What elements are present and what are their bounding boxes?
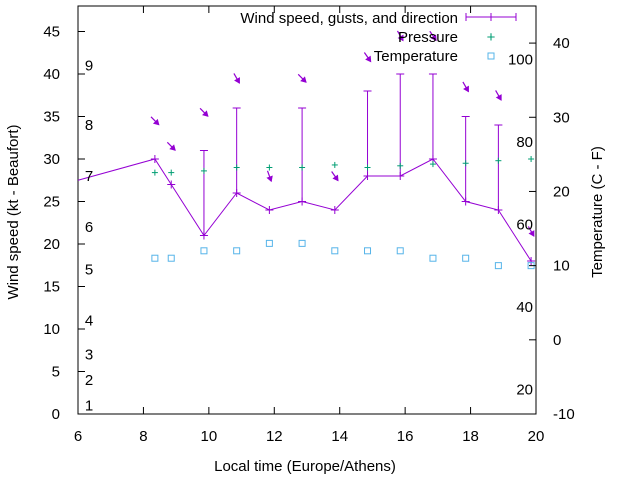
beaufort-label-6: 7 — [85, 168, 93, 185]
x-tick-label-6: 18 — [462, 428, 479, 445]
x-tick-label-3: 12 — [266, 428, 283, 445]
y-left-tick-label-1: 5 — [52, 364, 60, 381]
beaufort-label-2: 3 — [85, 347, 93, 364]
y-right-axis-title: Temperature (C - F) — [589, 146, 606, 278]
temperature-point-1 — [167, 254, 175, 262]
wind-direction-arrowhead-10 — [463, 85, 469, 93]
fahrenheit-label-0: 20 — [516, 381, 533, 398]
beaufort-label-0: 1 — [85, 398, 93, 415]
wind-direction-arrowhead-6 — [332, 174, 339, 182]
temperature-point-5 — [298, 239, 306, 247]
temperature-point-6 — [331, 247, 339, 255]
temperature-point-7 — [364, 247, 372, 255]
y-left-tick-label-0: 0 — [52, 406, 60, 423]
y-left-axis-title: Wind speed (kt - Beaufort) — [5, 124, 22, 299]
pressure-point-0 — [151, 169, 158, 176]
temperature-point-0 — [151, 254, 159, 262]
pressure-point-4 — [266, 164, 273, 171]
y-left-tick-label-2: 10 — [43, 321, 60, 338]
wind-direction-arrowhead-2 — [202, 110, 209, 117]
y-right-tick-label-0: -10 — [553, 406, 575, 423]
pressure-point-6 — [331, 161, 338, 168]
temperature-point-4 — [265, 239, 273, 247]
pressure-point-5 — [299, 164, 306, 171]
x-tick-label-2: 10 — [201, 428, 218, 445]
y-right-tick-label-5: 40 — [553, 35, 570, 52]
y-right-tick-label-3: 20 — [553, 183, 570, 200]
legend: Wind speed, gusts, and direction Pressur… — [240, 10, 517, 65]
y-left-tick-label-7: 35 — [43, 109, 60, 126]
beaufort-label-5: 6 — [85, 219, 93, 236]
pressure-point-2 — [200, 167, 207, 174]
y-left-tick-label-9: 45 — [43, 24, 60, 41]
pressure-point-3 — [233, 164, 240, 171]
y-left-tick-label-4: 20 — [43, 236, 60, 253]
wind-speed-line — [77, 158, 532, 262]
beaufort-label-7: 8 — [85, 117, 93, 134]
y-left-tick-label-3: 15 — [43, 279, 60, 296]
pressure-point-8 — [397, 162, 404, 169]
pressure-point-12 — [528, 156, 535, 162]
pressure-point-1 — [168, 169, 175, 176]
temperature-point-3 — [233, 247, 241, 255]
pressure-point-10 — [462, 160, 469, 167]
wind-direction-arrowhead-3 — [234, 77, 240, 84]
beaufort-label-1: 2 — [85, 372, 93, 389]
legend-label-wind: Wind speed, gusts, and direction — [240, 10, 458, 27]
x-tick-label-0: 6 — [74, 428, 82, 445]
beaufort-label-3: 4 — [85, 313, 93, 330]
fahrenheit-label-1: 40 — [516, 299, 533, 316]
x-tick-label-5: 16 — [397, 428, 414, 445]
wind-direction-arrowhead-12 — [528, 230, 535, 237]
temperature-point-9 — [429, 254, 437, 262]
y-left-tick-label-6: 30 — [43, 151, 60, 168]
pressure-point-9 — [429, 161, 436, 168]
x-tick-label-7: 20 — [528, 428, 545, 445]
wind-direction-arrowhead-0 — [152, 118, 160, 126]
legend-label-temperature: Temperature — [374, 48, 458, 65]
wind-direction-arrowhead-1 — [169, 144, 176, 151]
fahrenheit-label-3: 80 — [516, 134, 533, 151]
beaufort-label-4: 5 — [85, 262, 93, 279]
legend-sample-temperature — [487, 52, 495, 60]
plot-frame — [77, 5, 537, 415]
temperature-point-11 — [494, 262, 502, 270]
fahrenheit-label-4: 100 — [508, 52, 533, 69]
x-tick-label-4: 14 — [331, 428, 348, 445]
marks-layer — [77, 30, 536, 270]
x-axis-title: Local time (Europe/Athens) — [214, 458, 396, 475]
y-right-tick-label-1: 0 — [553, 332, 561, 349]
wind-direction-arrowhead-7 — [365, 55, 372, 63]
wind-direction-arrowhead-4 — [266, 175, 273, 183]
x-tick-label-1: 8 — [139, 428, 147, 445]
y-right-tick-label-2: 10 — [553, 258, 570, 275]
pressure-point-7 — [364, 164, 371, 171]
wind-direction-arrowhead-8 — [397, 34, 404, 42]
axes-layer: 6 8 10 12 14 16 18 20051015202530354045-1001020… — [43, 6, 575, 445]
wind-direction-arrowhead-9 — [430, 34, 437, 42]
temperature-point-10 — [462, 254, 470, 262]
wind-direction-arrowhead-5 — [300, 76, 307, 83]
beaufort-label-8: 9 — [85, 58, 93, 75]
legend-label-pressure: Pressure — [398, 29, 458, 46]
wind-direction-arrowhead-11 — [495, 94, 502, 101]
legend-sample-pressure: + — [487, 29, 496, 46]
y-left-tick-label-8: 40 — [43, 66, 60, 83]
temperature-point-8 — [396, 247, 404, 255]
y-left-tick-label-5: 25 — [43, 194, 60, 211]
temperature-point-2 — [200, 247, 208, 255]
pressure-point-11 — [495, 157, 502, 164]
y-right-tick-label-4: 30 — [553, 109, 570, 126]
fahrenheit-label-2: 60 — [516, 216, 533, 233]
